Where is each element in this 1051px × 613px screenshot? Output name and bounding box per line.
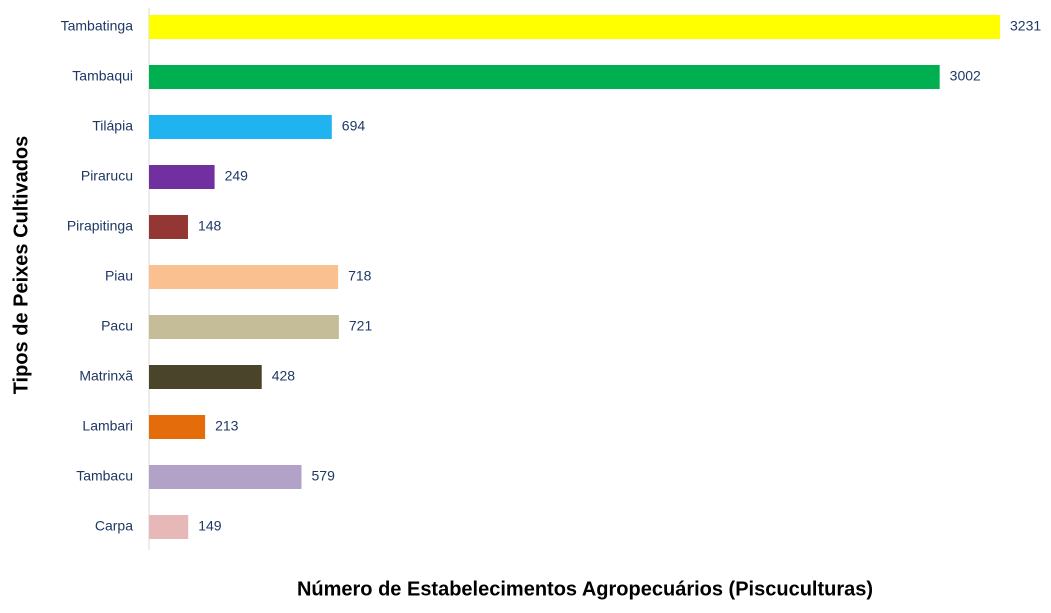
y-tick-label: Pirarucu: [81, 168, 133, 184]
y-tick-label: Lambari: [82, 418, 133, 434]
bar: [149, 215, 188, 239]
bar: [149, 465, 302, 489]
bar: [149, 15, 1000, 39]
y-tick-label: Pacu: [101, 318, 133, 334]
bar: [149, 265, 339, 289]
y-tick-label: Tilápia: [92, 118, 133, 134]
y-tick-label: Carpa: [95, 518, 133, 534]
value-label: 579: [312, 468, 336, 484]
value-label: 721: [349, 318, 373, 334]
value-label: 213: [215, 418, 239, 434]
value-label: 718: [348, 268, 372, 284]
bar: [149, 165, 215, 189]
y-tick-label: Tambaqui: [72, 68, 133, 84]
bar: [149, 315, 339, 339]
y-tick-label: Matrinxã: [79, 368, 133, 384]
y-tick-label: Pirapitinga: [67, 218, 133, 234]
bar: [149, 415, 206, 439]
y-axis-title: Tipos de Peixes Cultivados: [10, 136, 32, 395]
value-label: 3231: [1010, 18, 1041, 34]
bar: [149, 115, 332, 139]
x-axis-title: Número de Estabelecimentos Agropecuários…: [297, 578, 873, 600]
y-tick-label: Piau: [105, 268, 133, 284]
bar: [149, 65, 940, 89]
y-tick-label: Tambacu: [76, 468, 133, 484]
value-label: 3002: [950, 68, 981, 84]
bar: [149, 515, 189, 539]
value-label: 694: [342, 118, 366, 134]
bar: [149, 365, 262, 389]
y-tick-label: Tambatinga: [61, 18, 134, 34]
value-label: 428: [272, 368, 296, 384]
value-label: 149: [198, 518, 222, 534]
value-label: 249: [225, 168, 249, 184]
value-label: 148: [198, 218, 222, 234]
